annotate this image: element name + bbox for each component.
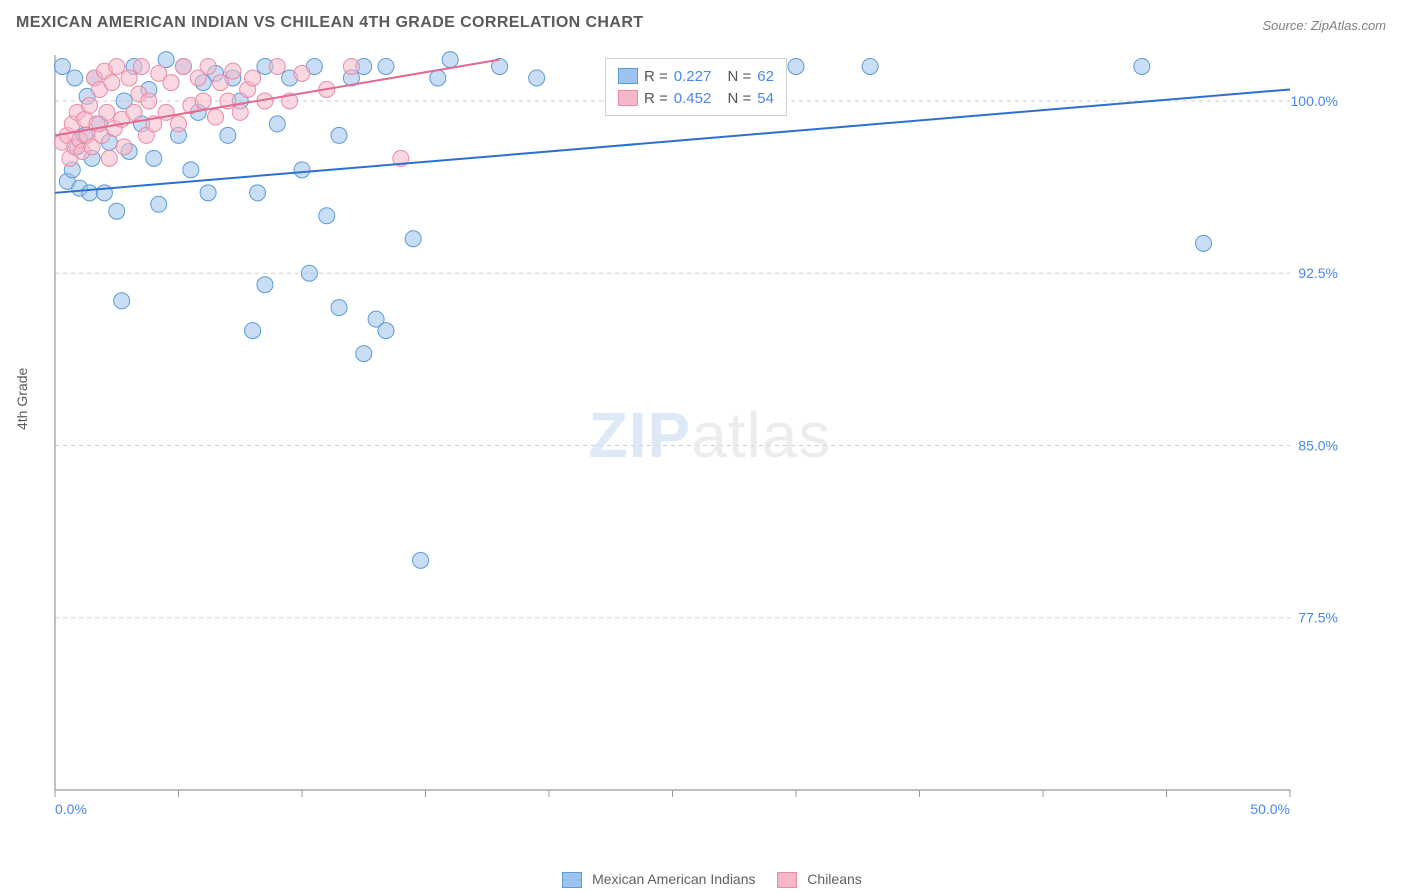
svg-text:85.0%: 85.0% [1298,437,1338,453]
source-label: Source: ZipAtlas.com [1262,18,1386,33]
chart-svg: 0.0% 50.0% 77.5% 85.0% 92.5% 100.0% [50,50,1370,820]
stats-legend: R = 0.227 N = 62 R = 0.452 N = 54 [605,58,787,116]
bottom-swatch-blue [562,872,582,888]
r-label: R = [644,68,668,85]
svg-text:0.0%: 0.0% [55,801,87,817]
n-label: N = [727,68,751,85]
svg-text:77.5%: 77.5% [1298,610,1338,626]
svg-text:100.0%: 100.0% [1291,93,1338,109]
bottom-swatch-pink [777,872,797,888]
bottom-label-pink: Chileans [807,871,861,887]
svg-text:92.5%: 92.5% [1298,265,1338,281]
stats-row-blue: R = 0.227 N = 62 [618,65,774,87]
legend-swatch-blue [618,68,638,84]
chart-title: MEXICAN AMERICAN INDIAN VS CHILEAN 4TH G… [16,14,643,32]
stats-row-pink: R = 0.452 N = 54 [618,87,774,109]
n-value-blue: 62 [757,68,774,85]
bottom-label-blue: Mexican American Indians [592,871,755,887]
n-value-pink: 54 [757,90,774,107]
bottom-legend: Mexican American Indians Chileans [0,871,1406,888]
n-label: N = [727,90,751,107]
plot-area: 0.0%50.0%77.5%85.0%92.5%100.0% ZIPatlas … [50,50,1370,820]
y-axis-label: 4th Grade [14,368,30,430]
r-label: R = [644,90,668,107]
r-value-pink: 0.452 [674,90,712,107]
legend-swatch-pink [618,90,638,106]
r-value-blue: 0.227 [674,68,712,85]
svg-text:50.0%: 50.0% [1250,801,1290,817]
